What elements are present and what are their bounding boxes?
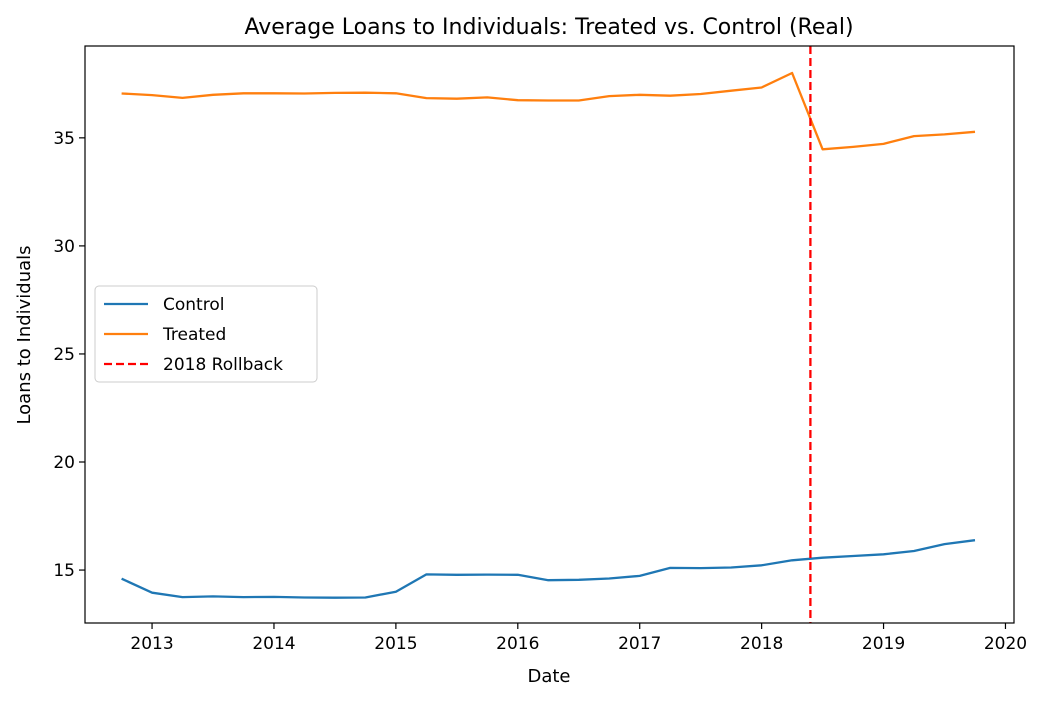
series-line-treated (121, 71, 976, 151)
y-tick-label: 20 (53, 453, 75, 473)
x-tick-label: 2016 (496, 634, 539, 654)
legend: Control Treated 2018 Rollback (94, 285, 318, 383)
y-axis-label: Loans to Individuals (14, 245, 35, 424)
legend-entry-label: 2018 Rollback (163, 355, 283, 375)
legend-box (94, 285, 318, 383)
y-axis-ticks: 15 20 25 30 35 (53, 129, 85, 581)
x-tick-label: 2018 (740, 634, 783, 654)
x-tick-label: 2019 (862, 634, 905, 654)
plot-area (121, 46, 976, 623)
y-tick-label: 30 (53, 237, 75, 257)
y-tick-label: 15 (53, 561, 75, 581)
y-tick-label: 35 (53, 129, 75, 149)
x-tick-label: 2017 (618, 634, 661, 654)
x-tick-label: 2015 (374, 634, 417, 654)
x-tick-label: 2013 (130, 634, 173, 654)
legend-entry-label: Control (163, 295, 224, 315)
x-axis-ticks: 2013 2014 2015 2016 2017 2018 2019 2020 (130, 623, 1027, 654)
chart-title: Average Loans to Individuals: Treated vs… (244, 15, 853, 40)
x-axis-label: Date (527, 666, 570, 687)
series-line-control (121, 539, 976, 599)
y-tick-label: 25 (53, 345, 75, 365)
axes-frame (84, 45, 1015, 624)
x-tick-label: 2014 (252, 634, 295, 654)
x-tick-label: 2020 (984, 634, 1027, 654)
legend-entry-label: Treated (162, 325, 226, 345)
